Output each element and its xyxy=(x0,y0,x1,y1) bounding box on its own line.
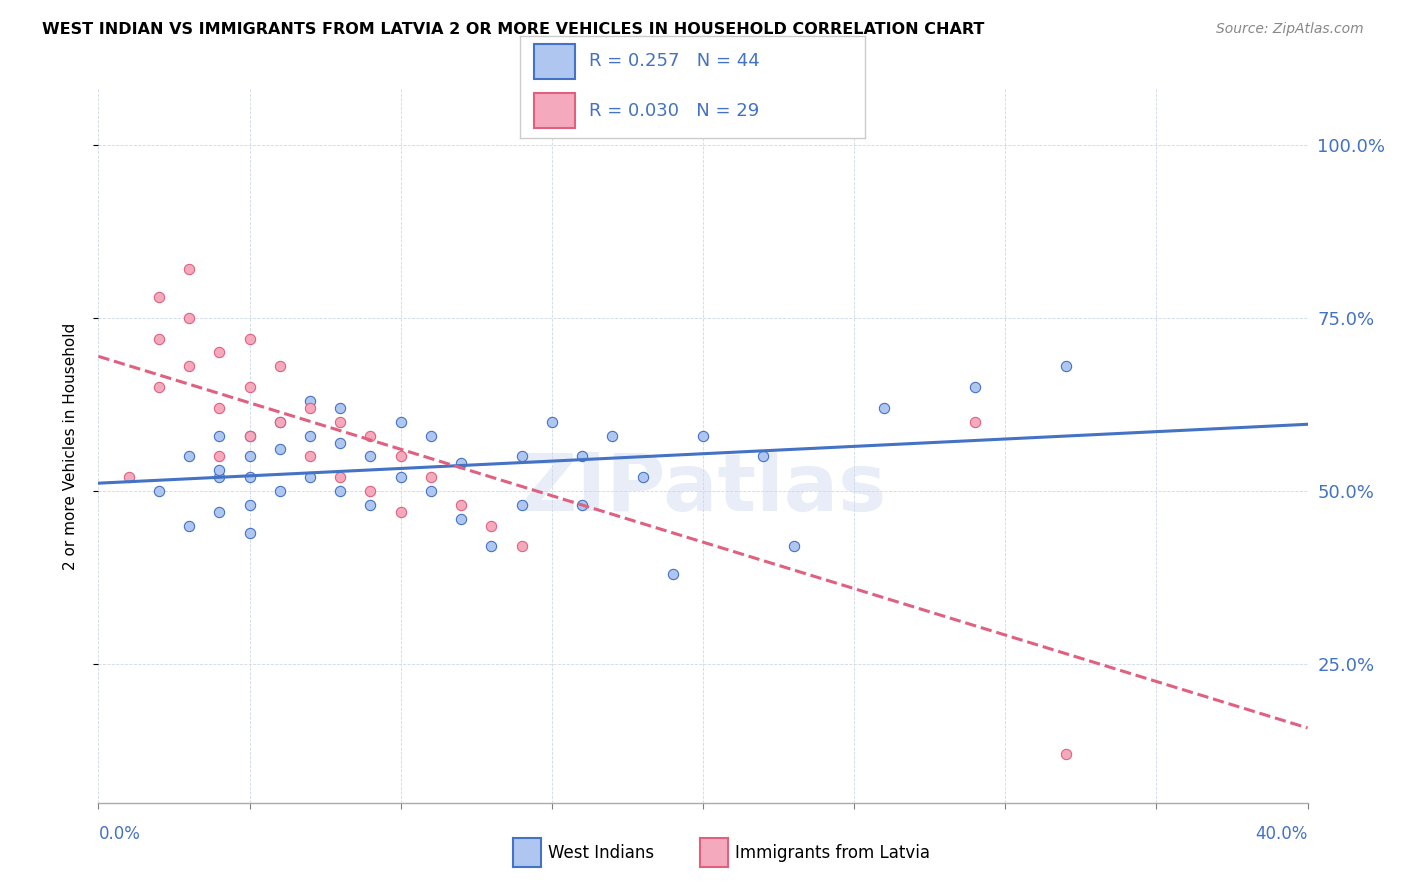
Point xyxy=(510,540,533,554)
Point xyxy=(269,415,291,429)
Point xyxy=(571,450,593,464)
Text: R = 0.030   N = 29: R = 0.030 N = 29 xyxy=(589,102,759,120)
Point xyxy=(329,401,352,415)
Point xyxy=(208,450,231,464)
Point xyxy=(148,332,170,346)
Point xyxy=(179,262,201,277)
Point xyxy=(450,512,472,526)
Point xyxy=(450,456,472,470)
FancyBboxPatch shape xyxy=(534,93,575,128)
Text: West Indians: West Indians xyxy=(548,844,654,862)
Point xyxy=(1054,359,1077,374)
Point xyxy=(299,428,322,442)
Point xyxy=(662,567,685,582)
Point xyxy=(239,450,262,464)
Text: R = 0.257   N = 44: R = 0.257 N = 44 xyxy=(589,53,759,70)
Point xyxy=(389,415,412,429)
Point xyxy=(481,518,503,533)
Point xyxy=(965,380,987,394)
Point xyxy=(692,428,714,442)
Text: WEST INDIAN VS IMMIGRANTS FROM LATVIA 2 OR MORE VEHICLES IN HOUSEHOLD CORRELATIO: WEST INDIAN VS IMMIGRANTS FROM LATVIA 2 … xyxy=(42,22,984,37)
Point xyxy=(239,525,262,540)
Point xyxy=(208,401,231,415)
Point xyxy=(148,290,170,304)
Text: Immigrants from Latvia: Immigrants from Latvia xyxy=(735,844,931,862)
Point xyxy=(873,401,896,415)
Point xyxy=(329,415,352,429)
Point xyxy=(239,332,262,346)
Point xyxy=(208,463,231,477)
Point xyxy=(208,505,231,519)
Point xyxy=(571,498,593,512)
Point xyxy=(389,505,412,519)
Point xyxy=(329,470,352,484)
Point xyxy=(239,470,262,484)
Point xyxy=(299,450,322,464)
Point xyxy=(360,498,382,512)
Point xyxy=(420,470,443,484)
Point xyxy=(179,518,201,533)
Point xyxy=(450,498,472,512)
Point xyxy=(360,450,382,464)
Point xyxy=(360,483,382,498)
Point xyxy=(965,415,987,429)
Point xyxy=(239,498,262,512)
Point xyxy=(360,428,382,442)
FancyBboxPatch shape xyxy=(534,44,575,78)
Point xyxy=(179,450,201,464)
Point xyxy=(510,498,533,512)
Point xyxy=(1054,747,1077,762)
Point xyxy=(179,310,201,325)
Text: 40.0%: 40.0% xyxy=(1256,825,1308,843)
Point xyxy=(783,540,806,554)
Point xyxy=(389,450,412,464)
Point xyxy=(208,470,231,484)
Point xyxy=(179,359,201,374)
Point xyxy=(299,470,322,484)
Point xyxy=(269,483,291,498)
Point xyxy=(329,435,352,450)
Point xyxy=(631,470,654,484)
Point xyxy=(148,483,170,498)
Point xyxy=(239,428,262,442)
Point xyxy=(299,394,322,409)
Point xyxy=(420,483,443,498)
Point xyxy=(299,401,322,415)
Y-axis label: 2 or more Vehicles in Household: 2 or more Vehicles in Household xyxy=(63,322,77,570)
Point xyxy=(752,450,775,464)
Point xyxy=(540,415,562,429)
Point xyxy=(420,428,443,442)
Point xyxy=(118,470,141,484)
Point xyxy=(239,380,262,394)
Text: Source: ZipAtlas.com: Source: ZipAtlas.com xyxy=(1216,22,1364,37)
Point xyxy=(239,428,262,442)
Text: ZIPatlas: ZIPatlas xyxy=(519,450,887,528)
Point xyxy=(510,450,533,464)
Point xyxy=(269,359,291,374)
Point xyxy=(389,470,412,484)
Point xyxy=(602,428,624,442)
Point xyxy=(269,442,291,457)
Point xyxy=(329,483,352,498)
Point xyxy=(208,428,231,442)
Point xyxy=(208,345,231,359)
Point xyxy=(269,415,291,429)
Point xyxy=(148,380,170,394)
Text: 0.0%: 0.0% xyxy=(98,825,141,843)
Point xyxy=(481,540,503,554)
